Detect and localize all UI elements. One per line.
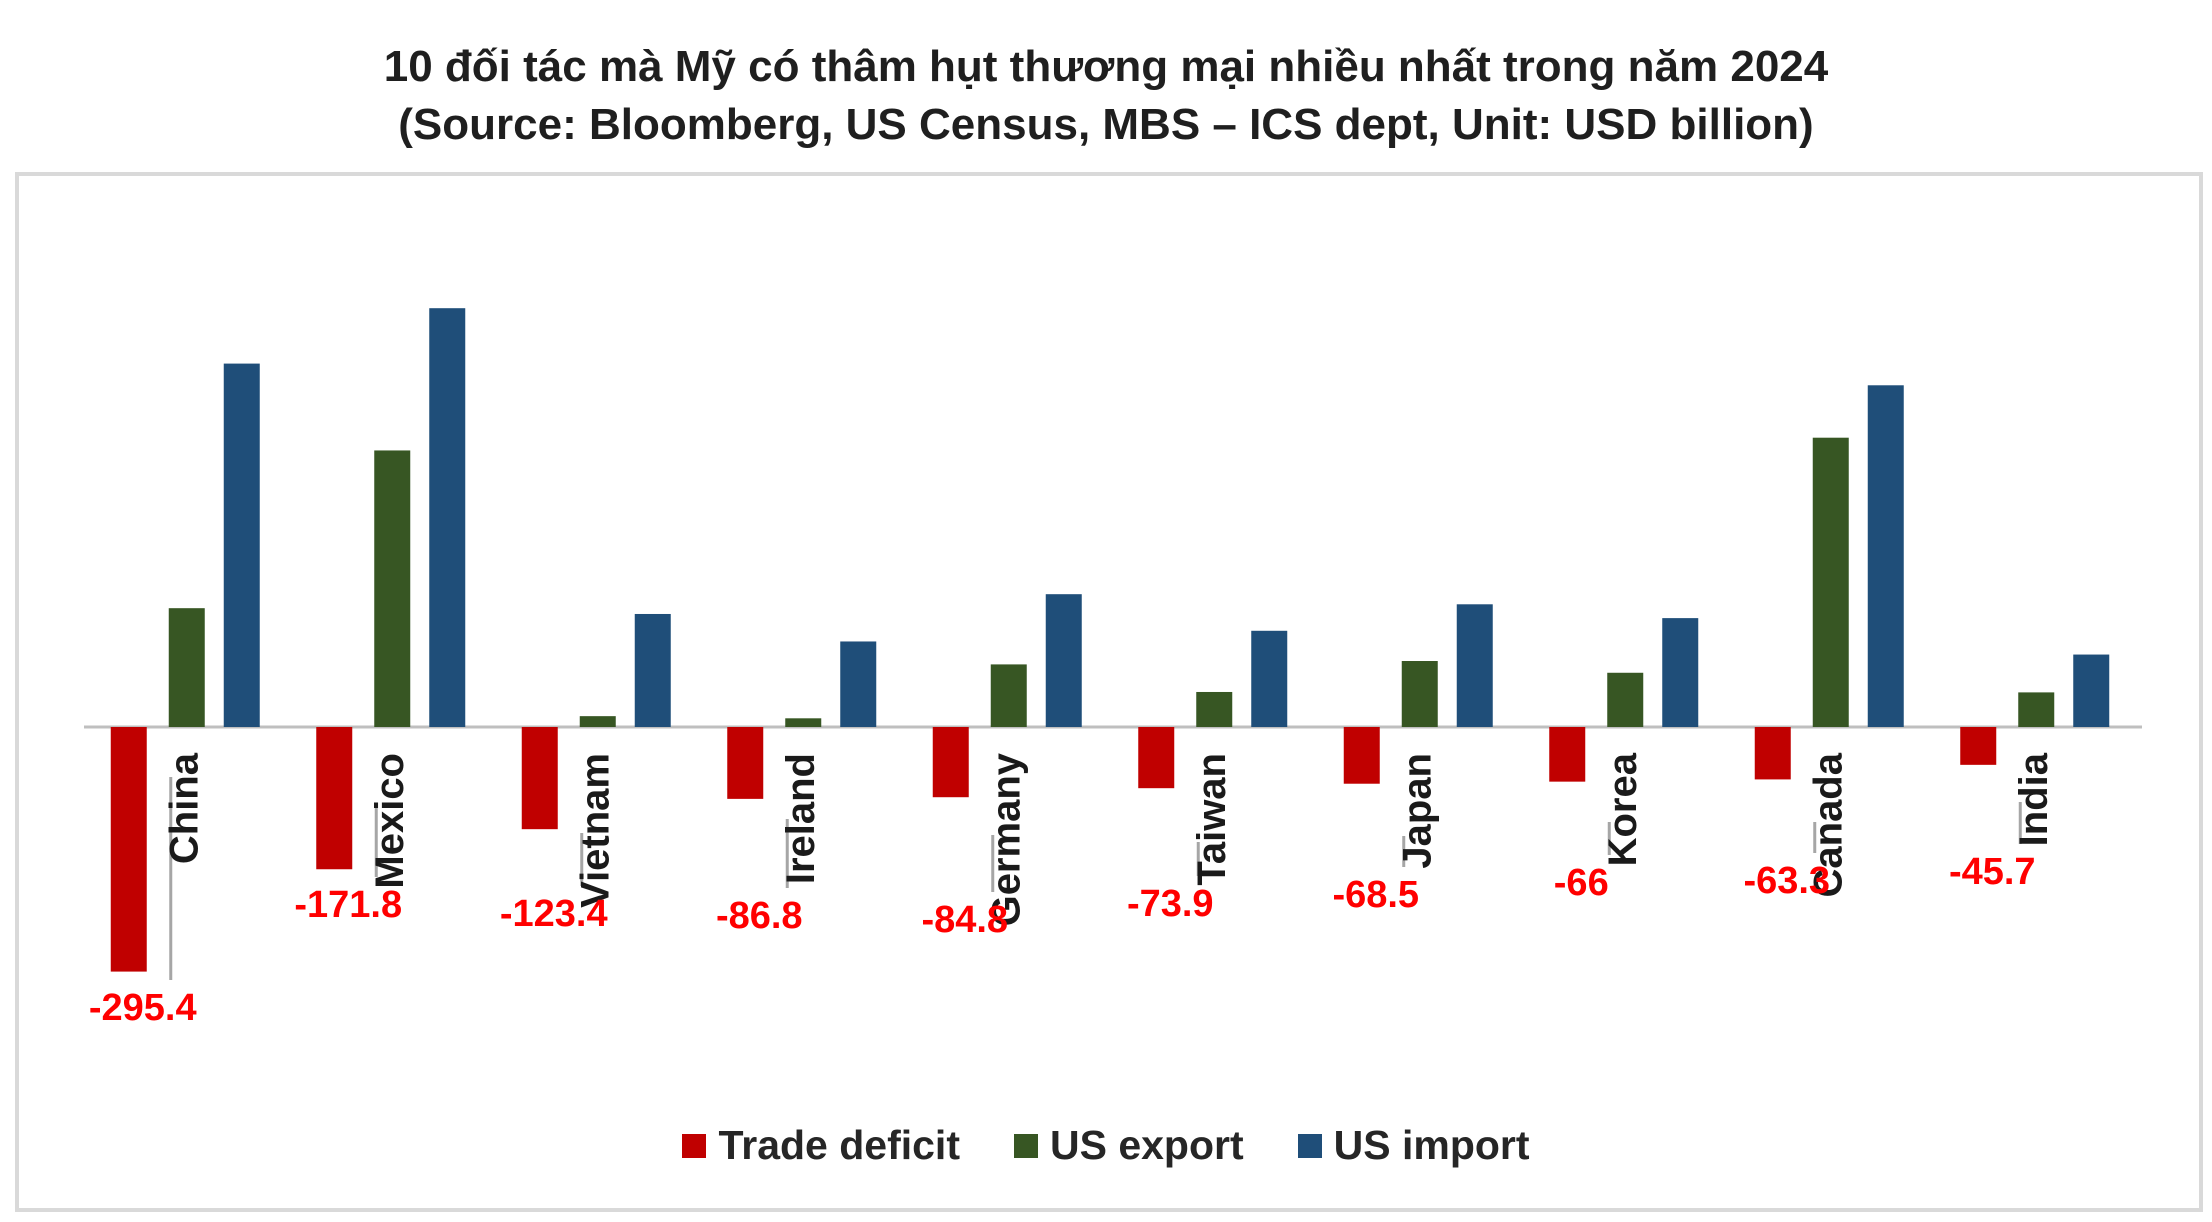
legend-label-trade-deficit: Trade deficit <box>718 1122 960 1168</box>
data-label-trade-deficit-ireland: -86.8 <box>716 895 803 937</box>
bar-us-export-china <box>168 608 205 727</box>
bar-us-export-ireland <box>785 718 822 727</box>
data-label-trade-deficit-korea: -66 <box>1554 862 1609 904</box>
bar-us-import-mexico <box>429 308 466 727</box>
category-label-germany: Germany <box>984 752 1028 926</box>
category-label-vietnam: Vietnam <box>573 753 617 908</box>
bar-trade-deficit-taiwan <box>1138 727 1175 789</box>
bar-us-import-germany <box>1045 594 1082 727</box>
bar-us-export-taiwan <box>1196 691 1233 727</box>
bar-trade-deficit-canada <box>1754 727 1791 780</box>
bar-trade-deficit-india <box>1960 727 1997 765</box>
bar-us-import-ireland <box>840 641 877 727</box>
bar-us-import-taiwan <box>1251 630 1288 727</box>
data-label-trade-deficit-taiwan: -73.9 <box>1127 883 1214 925</box>
legend: Trade deficit US export US import <box>0 1122 2212 1169</box>
bar-trade-deficit-ireland <box>727 727 764 799</box>
bar-us-import-china <box>223 363 260 727</box>
bar-us-export-korea <box>1607 672 1644 727</box>
category-label-japan: Japan <box>1395 753 1439 869</box>
bar-us-export-mexico <box>374 450 411 727</box>
category-label-china: China <box>162 752 206 864</box>
legend-label-us-export: US export <box>1049 1122 1244 1168</box>
data-label-trade-deficit-canada: -63.3 <box>1743 860 1830 902</box>
data-label-trade-deficit-mexico: -171.8 <box>294 884 402 926</box>
chart-subtitle: (Source: Bloomberg, US Census, MBS – ICS… <box>398 100 1814 149</box>
bar-trade-deficit-korea <box>1549 727 1586 782</box>
legend-swatch-us-import <box>1297 1133 1322 1158</box>
legend-item-us-import: US import <box>1297 1122 1530 1169</box>
chart-title: 10 đối tác mà Mỹ có thâm hụt thương mại … <box>383 42 1829 91</box>
category-label-ireland: Ireland <box>779 753 823 884</box>
bar-us-import-canada <box>1867 385 1904 727</box>
bar-us-import-india <box>2073 654 2110 727</box>
bar-us-export-japan <box>1401 661 1438 727</box>
bar-us-export-india <box>2018 692 2055 727</box>
category-label-india: India <box>2012 752 2056 846</box>
chart-frame <box>15 172 2203 1212</box>
bar-us-export-canada <box>1812 437 1849 727</box>
bar-us-import-japan <box>1456 604 1493 727</box>
category-label-mexico: Mexico <box>368 753 412 889</box>
data-label-trade-deficit-japan: -68.5 <box>1332 874 1419 916</box>
legend-label-us-import: US import <box>1333 1122 1530 1168</box>
legend-item-trade-deficit: Trade deficit <box>682 1122 960 1169</box>
bar-us-export-germany <box>990 664 1027 727</box>
data-label-trade-deficit-germany: -84.8 <box>921 899 1008 941</box>
bar-trade-deficit-china <box>110 727 147 972</box>
bar-us-import-vietnam <box>634 613 671 727</box>
bar-us-export-vietnam <box>579 716 616 727</box>
legend-item-us-export: US export <box>1013 1122 1244 1169</box>
bar-trade-deficit-mexico <box>316 727 353 870</box>
legend-swatch-us-export <box>1013 1133 1038 1158</box>
bar-us-import-korea <box>1662 618 1699 727</box>
bar-trade-deficit-germany <box>932 727 969 798</box>
category-label-korea: Korea <box>1601 752 1645 866</box>
data-label-trade-deficit-india: -45.7 <box>1949 851 2036 893</box>
bar-trade-deficit-vietnam <box>521 727 558 830</box>
data-label-trade-deficit-vietnam: -123.4 <box>500 893 608 935</box>
data-label-trade-deficit-china: -295.4 <box>89 987 197 1029</box>
category-label-canada: Canada <box>1806 752 1850 897</box>
category-label-taiwan: Taiwan <box>1190 753 1234 886</box>
legend-swatch-trade-deficit <box>682 1133 707 1158</box>
bar-trade-deficit-japan <box>1343 727 1380 784</box>
chart-title-block: 10 đối tác mà Mỹ có thâm hụt thương mại … <box>0 38 2212 154</box>
